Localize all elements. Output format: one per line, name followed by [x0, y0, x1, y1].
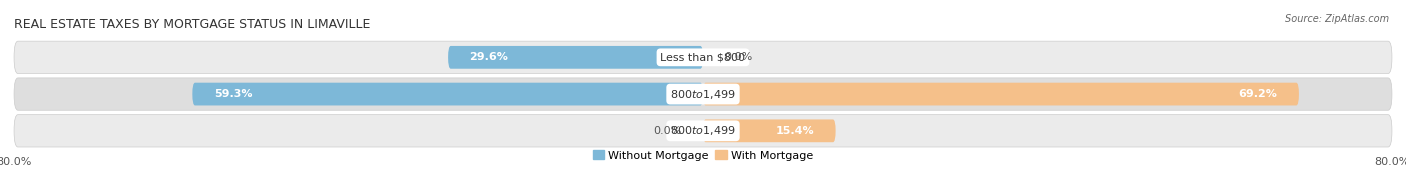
- Text: 69.2%: 69.2%: [1239, 89, 1278, 99]
- FancyBboxPatch shape: [14, 41, 1392, 74]
- Text: 0.0%: 0.0%: [654, 126, 682, 136]
- Text: REAL ESTATE TAXES BY MORTGAGE STATUS IN LIMAVILLE: REAL ESTATE TAXES BY MORTGAGE STATUS IN …: [14, 18, 370, 31]
- FancyBboxPatch shape: [703, 83, 1299, 105]
- Text: 59.3%: 59.3%: [214, 89, 252, 99]
- FancyBboxPatch shape: [703, 119, 835, 142]
- FancyBboxPatch shape: [193, 83, 703, 105]
- Text: 0.0%: 0.0%: [724, 52, 752, 62]
- Legend: Without Mortgage, With Mortgage: Without Mortgage, With Mortgage: [588, 146, 818, 165]
- FancyBboxPatch shape: [14, 78, 1392, 110]
- Text: 29.6%: 29.6%: [470, 52, 509, 62]
- Text: 15.4%: 15.4%: [776, 126, 814, 136]
- Text: $800 to $1,499: $800 to $1,499: [671, 88, 735, 101]
- FancyBboxPatch shape: [14, 115, 1392, 147]
- Text: Source: ZipAtlas.com: Source: ZipAtlas.com: [1285, 14, 1389, 24]
- Text: $800 to $1,499: $800 to $1,499: [671, 124, 735, 137]
- FancyBboxPatch shape: [449, 46, 703, 69]
- Text: Less than $800: Less than $800: [661, 52, 745, 62]
